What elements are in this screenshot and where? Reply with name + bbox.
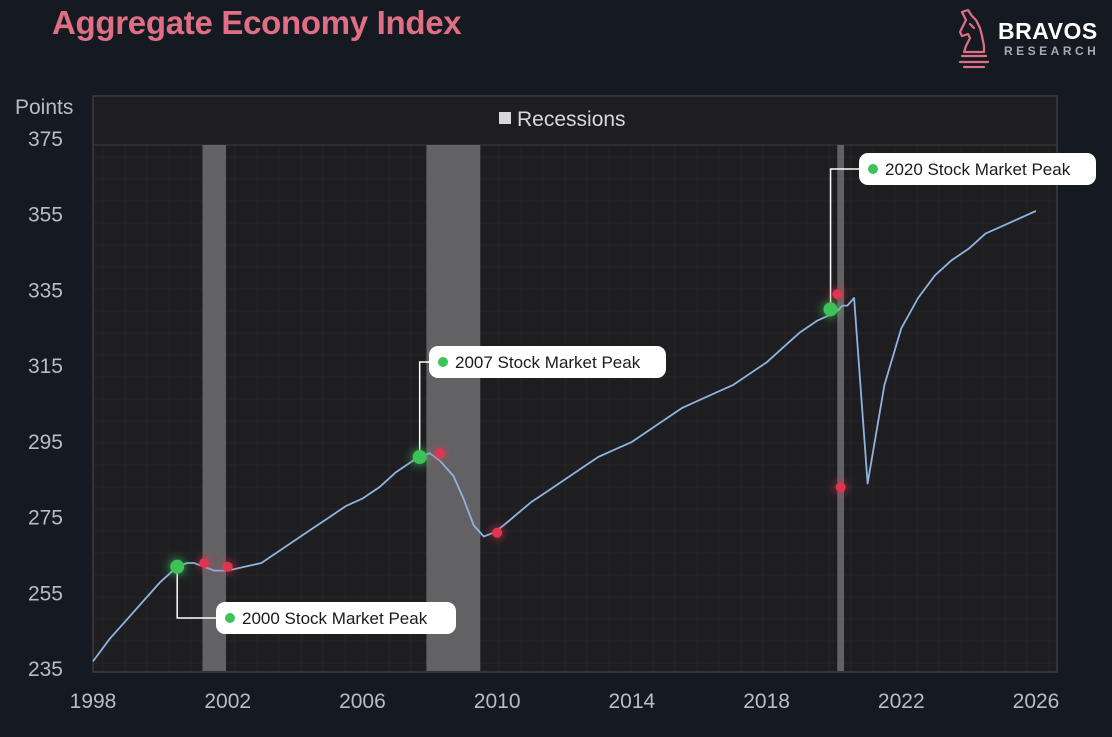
red-marker [434,448,445,459]
series-line [92,210,1037,662]
brand-name: BRAVOS [998,18,1098,44]
callout-dot [225,613,235,623]
brand-subtitle: RESEARCH [1004,44,1100,58]
brand-logo: BRAVOS RESEARCH [954,6,1112,72]
recession-band [837,145,845,671]
callout-box [859,153,1096,185]
red-marker [832,289,843,300]
callout-box [429,346,666,378]
x-tick-label: 2002 [204,690,251,713]
callout-dot [438,357,448,367]
plot-area [92,95,1058,673]
peak-marker [170,559,185,574]
callout-connector [829,168,873,310]
y-tick-label: 295 [28,431,63,454]
red-marker [199,558,210,568]
peak-marker [412,450,427,464]
callout-connector [176,566,230,619]
y-tick-label: 275 [28,507,63,530]
peak-marker [823,302,838,317]
x-tick-label: 2006 [339,690,386,713]
y-tick-label: 335 [28,279,63,302]
y-tick-label: 235 [28,658,63,681]
recession-band [202,145,227,671]
knight-icon [958,8,990,69]
callout-label: 2020 Stock Market Peak [885,160,1071,179]
chart-title: Aggregate Economy Index [52,4,462,41]
red-marker [492,527,503,538]
callout-label: 2000 Stock Market Peak [242,609,428,628]
red-marker [835,482,846,493]
legend-label: Recessions [517,108,626,131]
callout-box [216,602,456,634]
callout-dot [868,164,878,174]
recession-band [426,145,481,671]
y-tick-label: 255 [28,582,63,605]
x-tick-label: 1998 [70,690,117,713]
y-tick-label: 355 [28,204,63,227]
y-tick-label: 315 [28,355,63,378]
y-tick-label: 375 [28,128,63,151]
y-axis-title: Points [15,96,74,119]
x-tick-label: 2018 [743,690,790,713]
legend-swatch [499,112,511,124]
x-tick-label: 2026 [1013,690,1060,713]
x-tick-label: 2014 [608,690,655,713]
x-tick-label: 2022 [878,690,925,713]
x-tick-label: 2010 [474,690,521,713]
red-marker [222,561,233,572]
callout-label: 2007 Stock Market Peak [455,353,641,372]
